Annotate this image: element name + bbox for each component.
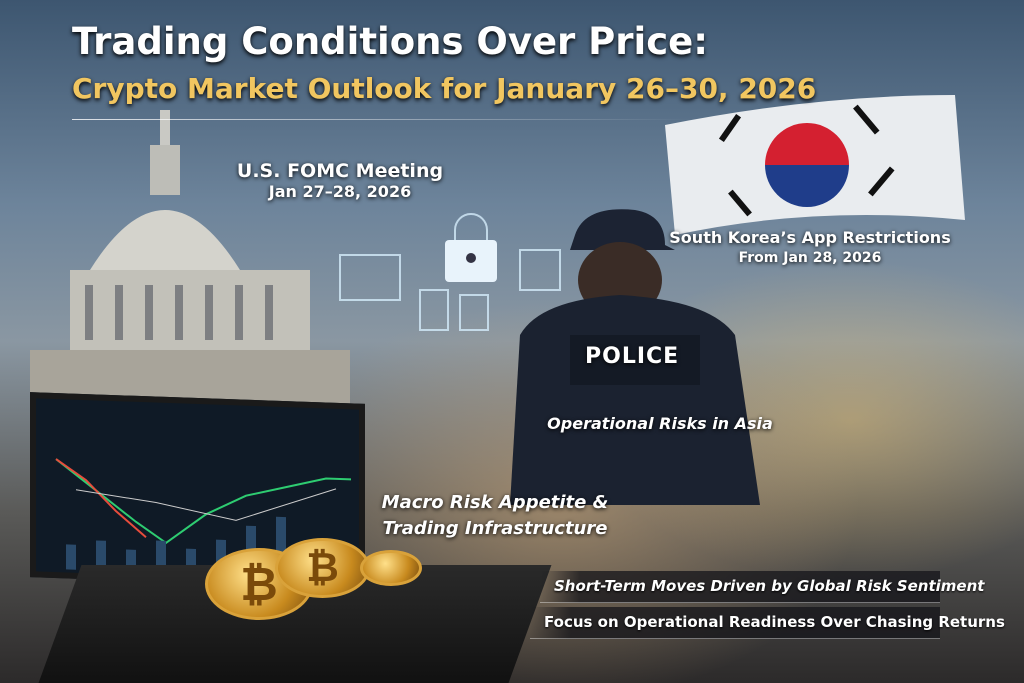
bottom-point-2: Focus on Operational Readiness Over Chas…	[530, 607, 1005, 639]
macro-line2: Trading Infrastructure	[382, 518, 608, 539]
korea-title: South Korea’s App Restrictions	[669, 228, 951, 247]
police-vest-text: POLICE	[585, 344, 680, 369]
korea-date: From Jan 28, 2026	[738, 250, 882, 266]
bitcoin-coin: ₿	[275, 538, 370, 598]
page-subtitle: Crypto Market Outlook for January 26–30,…	[72, 72, 817, 105]
macro-line1: Macro Risk Appetite &	[381, 492, 609, 513]
fomc-date: Jan 27–28, 2026	[268, 182, 412, 201]
south-korea-flag-icon	[665, 95, 965, 235]
korea-label: South Korea’s App Restrictions From Jan …	[665, 228, 955, 266]
bottom-point-1: Short-Term Moves Driven by Global Risk S…	[540, 571, 984, 603]
police-officer	[510, 209, 760, 505]
title-divider	[72, 119, 692, 120]
bitcoin-coin	[360, 550, 422, 586]
fomc-title: U.S. FOMC Meeting	[236, 160, 444, 182]
asia-risk-label: Operational Risks in Asia	[547, 414, 773, 433]
macro-label: Macro Risk Appetite & Trading Infrastruc…	[370, 490, 620, 542]
page-title: Trading Conditions Over Price:	[72, 20, 709, 63]
lock-icon	[339, 213, 561, 331]
capitol-building-icon	[30, 110, 350, 420]
fomc-label: U.S. FOMC Meeting Jan 27–28, 2026	[220, 160, 460, 201]
